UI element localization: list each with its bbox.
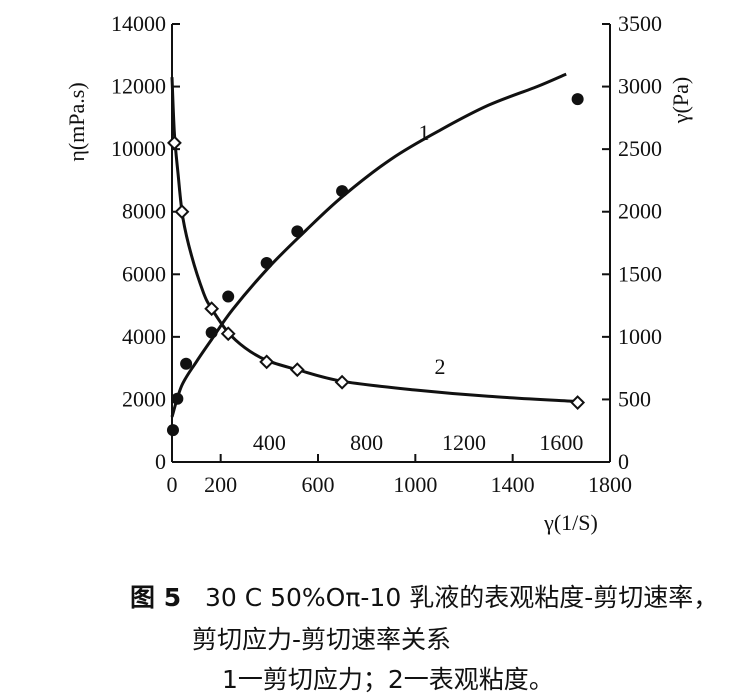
left-y-tick-label: 12000 [111,74,166,99]
right-y-tick-label: 2500 [618,136,662,161]
x-tick-label: 200 [204,472,237,497]
series-curves [170,72,578,418]
bottom-x-axis: 0 200 600 1000 1400 1800 [167,454,632,497]
left-y-tick-label: 6000 [122,261,166,286]
left-y-tick-label: 2000 [122,386,166,411]
x-tick-label: 1000 [393,472,437,497]
series-2-point [174,204,190,220]
series-2-point [570,395,586,410]
x-tick-label: 1800 [588,472,632,497]
series-1-point [336,185,349,198]
left-y-tick-label: 4000 [122,324,166,349]
series-1-point [291,225,304,238]
left-y-tick-label: 14000 [111,11,166,36]
series-2-point [259,354,275,370]
caption-line-3: 1一剪切应力；2一表观粘度。 [222,665,554,694]
right-y-tick-label: 500 [618,386,651,411]
inner-x-tick-label: 1600 [539,430,583,455]
caption-line-2: 剪切应力-剪切速率关系 [192,625,452,654]
x-tick-label: 600 [302,472,335,497]
series-2-point [334,374,350,390]
series-1-line [170,72,567,418]
right-y-tick-label: 3000 [618,74,662,99]
right-y-axis-title: γ(Pa) [668,77,693,124]
caption-line-1: 图 5 30 C 50%Oπ-10 乳液的表观粘度-剪切速率， [130,578,718,614]
series-2-point [204,301,220,317]
left-y-tick-label: 10000 [111,136,166,161]
inner-x-tick-label: 1200 [442,430,486,455]
series-1-point [166,424,179,437]
left-y-axis: 0 2000 4000 6000 8000 10000 12000 14000 [111,11,180,474]
series-1-label: 1 [419,120,430,145]
left-y-axis-title: η(mPa.s) [64,82,89,161]
right-y-tick-label: 1500 [618,261,662,286]
series-1-point [571,93,584,106]
series-1-point [171,392,184,405]
x-tick-label: 0 [167,472,178,497]
right-y-axis: 0 500 1000 1500 2000 2500 3000 3500 [602,11,662,474]
right-y-tick-label: 3500 [618,11,662,36]
series-2-point [220,326,236,342]
series-1-point [260,257,273,270]
right-y-tick-label: 0 [618,449,629,474]
series-1-point [180,357,193,370]
inner-x-axis: 400 800 1200 1600 [253,430,583,455]
series-1-point [222,290,235,303]
caption-title: 30 C 50%Oπ-10 乳液的表观粘度-剪切速率， [204,583,719,612]
x-tick-label: 1400 [491,472,535,497]
inner-x-tick-label: 800 [350,430,383,455]
axes-frame [171,24,611,463]
right-y-tick-label: 2000 [618,199,662,224]
right-y-tick-label: 1000 [618,324,662,349]
left-y-tick-label: 8000 [122,199,166,224]
series-markers [166,93,586,437]
series-2-label: 2 [435,354,446,379]
inner-x-tick-label: 400 [253,430,286,455]
left-y-tick-label: 0 [155,449,166,474]
series-2-point [167,135,182,151]
series-1-point [205,326,218,339]
bottom-x-axis-title: γ(1/S) [543,510,598,535]
series-2-line [170,77,578,404]
series-2-point [289,362,305,378]
figure-label: 图 5 [130,583,182,612]
